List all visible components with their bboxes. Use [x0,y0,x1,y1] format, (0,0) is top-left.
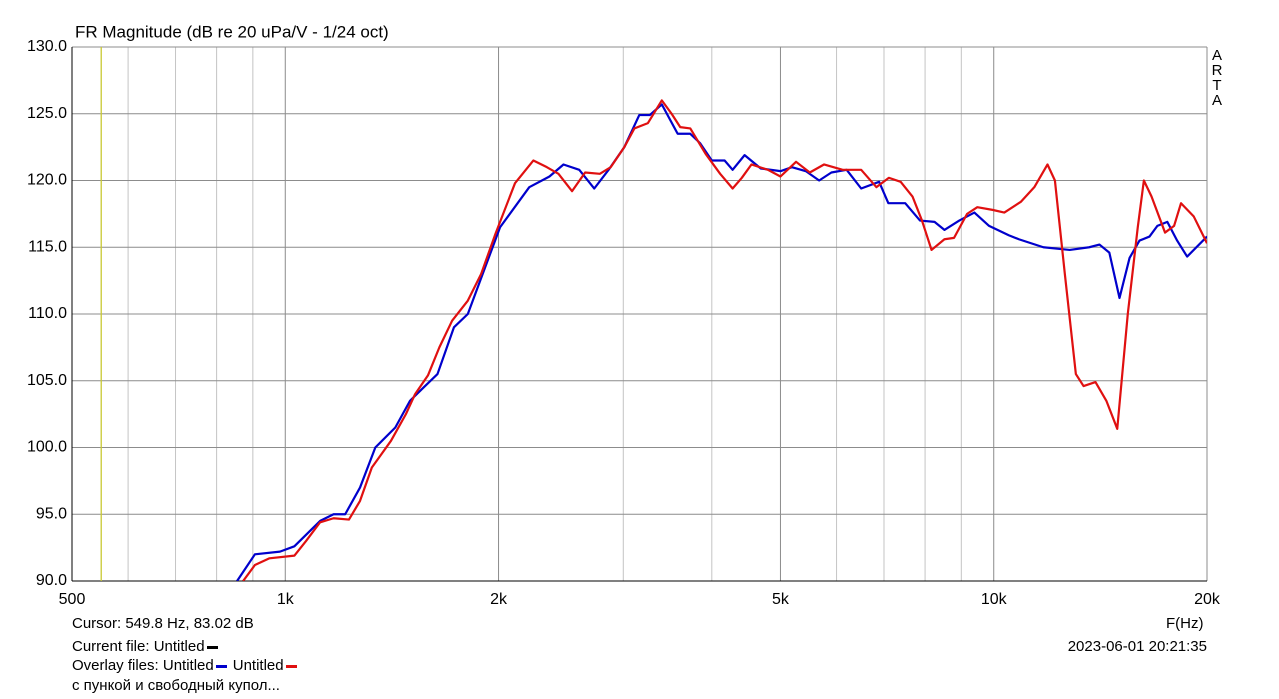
x-axis-label: F(Hz) [1166,615,1204,632]
timestamp: 2023-06-01 20:21:35 [1067,638,1207,655]
y-tick-label: 120.0 [27,172,67,189]
x-tick-label: 500 [59,591,86,608]
note: с пункой и свободный купол... [72,677,280,694]
series-line [242,99,1207,581]
legend-label: Untitled [232,657,284,674]
current-file-label: Current file: Untitled [72,638,205,655]
y-tick-label: 115.0 [28,238,67,255]
series-line [236,103,1207,581]
watermark: ARTA [1211,47,1223,109]
legend-swatch [215,664,227,668]
legend-label: Untitled [162,657,214,674]
y-tick-label: 100.0 [27,439,67,456]
x-tick-label: 2k [490,591,508,608]
cursor-readout: Cursor: 549.8 Hz, 83.02 dB [72,615,254,632]
x-tick-label: 20k [1194,591,1221,608]
y-tick-label: 110.0 [28,305,67,322]
x-tick-label: 1k [277,591,295,608]
overlay-legend: Overlay files: Untitled Untitled [72,657,303,675]
chart-title: FR Magnitude (dB re 20 uPa/V - 1/24 oct) [75,22,389,41]
y-tick-label: 90.0 [36,572,67,589]
y-tick-label: 95.0 [36,505,67,522]
legend-swatch [206,645,218,649]
overlay-label: Overlay files: [72,657,159,674]
current-file: Current file: Untitled [72,638,224,656]
plot-area [236,99,1207,581]
x-tick-label: 5k [772,591,790,608]
x-tick-label: 10k [981,591,1008,608]
y-tick-label: 125.0 [27,105,67,122]
y-tick-label: 105.0 [27,372,67,389]
y-tick-label: 130.0 [27,38,67,55]
legend-swatch [285,664,297,668]
